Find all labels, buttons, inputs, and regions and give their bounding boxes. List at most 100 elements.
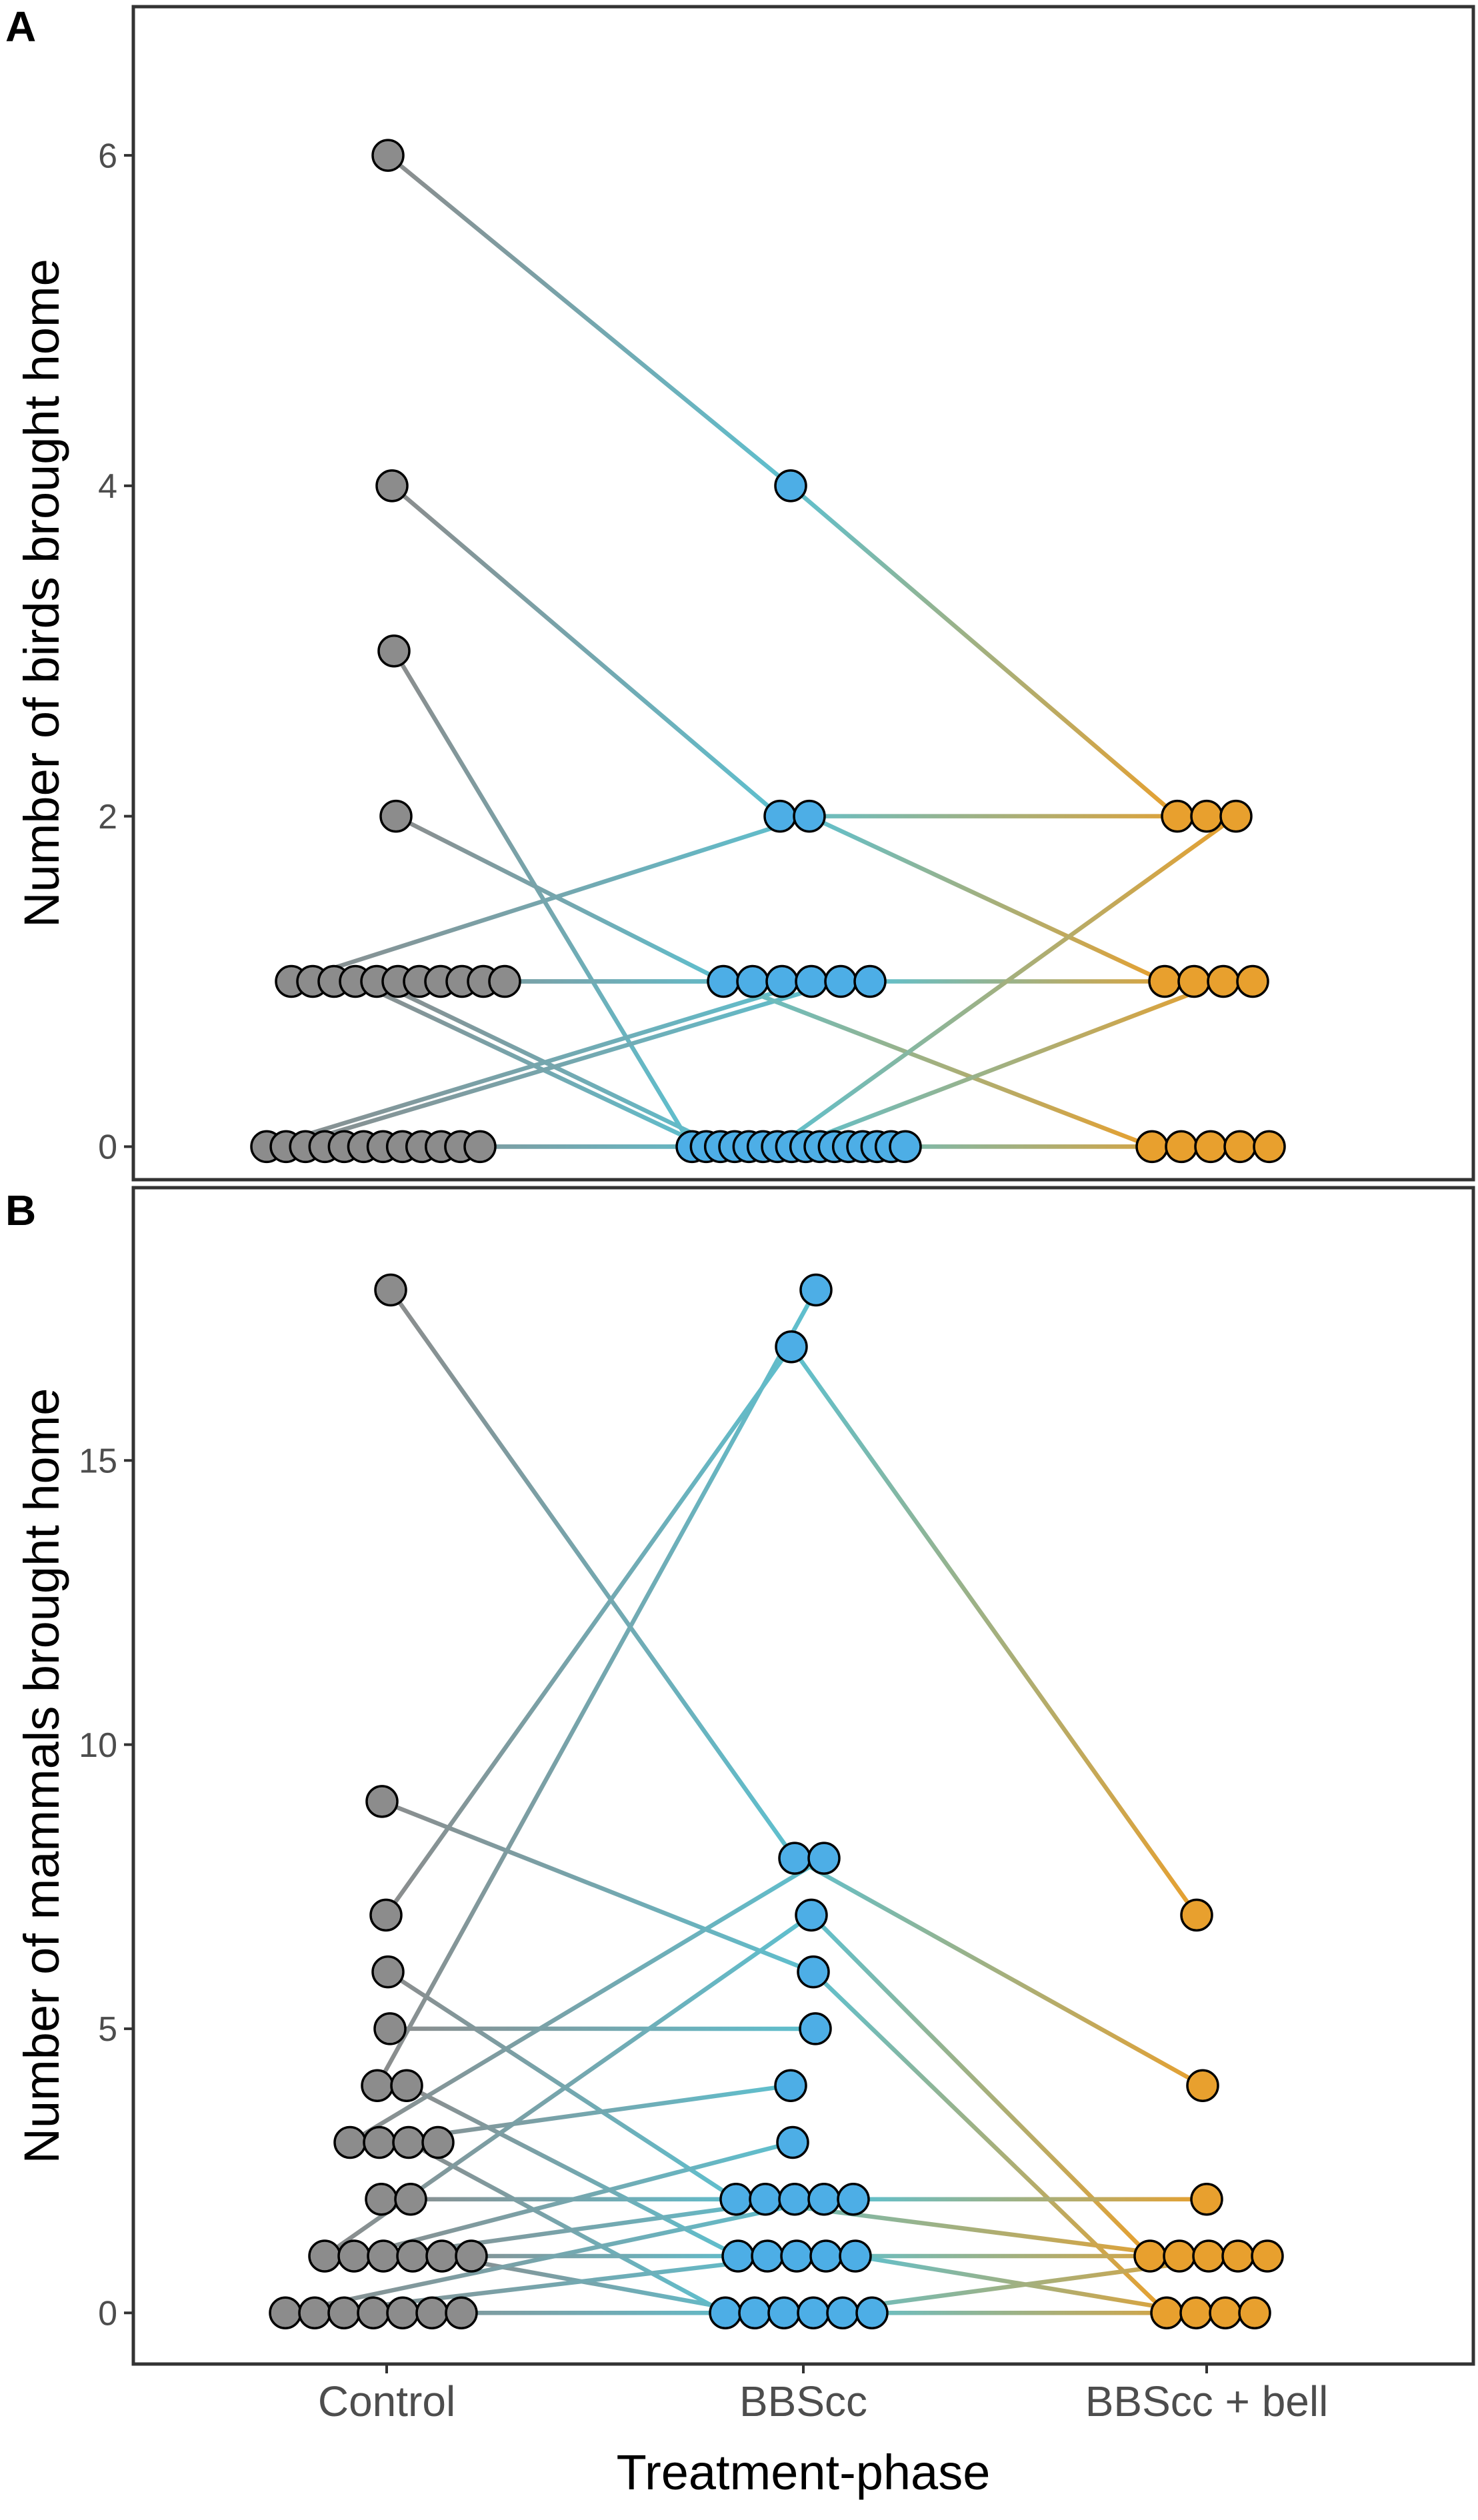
link-line (283, 2197, 827, 2315)
y-tick-label: 15 (79, 1442, 117, 1480)
data-point (707, 964, 740, 998)
panel-a-y-ticks: 0 2 4 6 (98, 137, 133, 1167)
data-point (1148, 964, 1181, 998)
link-line (264, 979, 814, 1149)
link-line (383, 1344, 794, 1917)
data-point (778, 1842, 811, 1875)
data-point (1180, 1898, 1213, 1932)
data-point (373, 2012, 407, 2045)
data-point (1190, 799, 1223, 833)
data-point (375, 469, 409, 503)
link-line (733, 2197, 1182, 2259)
data-point (1135, 1130, 1169, 1164)
data-point (751, 2239, 784, 2273)
data-point (736, 964, 769, 998)
data-point (797, 1955, 830, 1989)
data-point (463, 1130, 497, 1164)
data-point (488, 964, 521, 998)
data-point (392, 2125, 425, 2159)
link-line (385, 153, 793, 489)
data-point (1179, 2296, 1213, 2330)
data-point (415, 2296, 449, 2330)
panel-a: A Number of birds brought home 0 2 4 6 (5, 3, 1475, 1182)
data-point (1219, 799, 1253, 833)
link-line (385, 1969, 739, 2201)
data-point (1186, 2069, 1219, 2102)
data-point (396, 2239, 429, 2273)
x-tick-label: BBScc + bell (1085, 2377, 1329, 2425)
data-point (365, 1785, 399, 1818)
data-point (1221, 2239, 1255, 2273)
data-point (774, 469, 807, 503)
data-point (1194, 1130, 1227, 1164)
x-tick-label: Control (318, 2377, 455, 2425)
data-point (799, 1273, 833, 1307)
link-line (289, 814, 812, 984)
data-point (1207, 964, 1240, 998)
data-point (371, 1955, 405, 1989)
data-point (1253, 1130, 1286, 1164)
data-point (738, 2296, 771, 2330)
link-line (351, 2140, 795, 2259)
data-point (853, 964, 887, 998)
link-line (775, 814, 1239, 1149)
data-point (721, 2239, 755, 2273)
data-point (826, 2296, 859, 2330)
data-point (379, 799, 413, 833)
y-tick-label: 6 (98, 137, 117, 175)
data-point (719, 2182, 753, 2216)
data-point (445, 2296, 478, 2330)
data-point (839, 2239, 872, 2273)
data-point (1223, 1130, 1257, 1164)
data-point (386, 2296, 419, 2330)
y-tick-label: 0 (98, 2294, 117, 2333)
data-point (765, 964, 799, 998)
link-line (807, 814, 1167, 984)
panel-b: B Number of mammals brought home 0 5 10 15 (5, 1186, 1475, 2366)
data-point (809, 2239, 843, 2273)
data-point (1150, 2296, 1183, 2330)
data-point (361, 2069, 394, 2102)
data-point (363, 2125, 396, 2159)
link-line (721, 979, 1155, 1149)
data-point (1133, 2239, 1167, 2273)
data-point (807, 1842, 841, 1875)
data-point (799, 2012, 832, 2045)
link-line (393, 814, 726, 984)
panel-a-points (250, 139, 1286, 1164)
data-point (371, 139, 405, 172)
data-point (793, 799, 826, 833)
link-line (788, 483, 1180, 818)
data-point (1192, 2239, 1225, 2273)
data-point (1163, 2239, 1196, 2273)
panel-b-y-ticks: 0 5 10 15 (79, 1442, 133, 2333)
link-line (439, 2253, 757, 2315)
data-point (374, 1273, 407, 1307)
x-axis-title: Treatment-phase (617, 2445, 991, 2500)
data-point (369, 1898, 403, 1932)
panel-b-border (131, 1186, 1475, 2366)
data-point (1209, 2296, 1242, 2330)
panel-b-points (269, 1273, 1284, 2330)
y-tick-label: 0 (98, 1128, 117, 1167)
data-point (824, 964, 857, 998)
data-point (390, 2069, 423, 2102)
panel-a-letter: A (5, 3, 36, 51)
link-line (388, 1288, 797, 1861)
data-point (774, 2069, 807, 2102)
link-line (379, 1799, 816, 1974)
data-point (795, 1898, 828, 1932)
data-point (775, 1330, 808, 1364)
data-point (780, 2239, 813, 2273)
data-point (776, 2125, 809, 2159)
data-point (709, 2296, 742, 2330)
data-point (1238, 2296, 1271, 2330)
data-point (1165, 1130, 1198, 1164)
data-point (337, 2239, 371, 2273)
link-line (347, 1856, 827, 2145)
link-line (374, 979, 723, 1149)
link-line (406, 2140, 728, 2315)
data-point (767, 2296, 801, 2330)
y-tick-label: 10 (79, 1726, 117, 1765)
